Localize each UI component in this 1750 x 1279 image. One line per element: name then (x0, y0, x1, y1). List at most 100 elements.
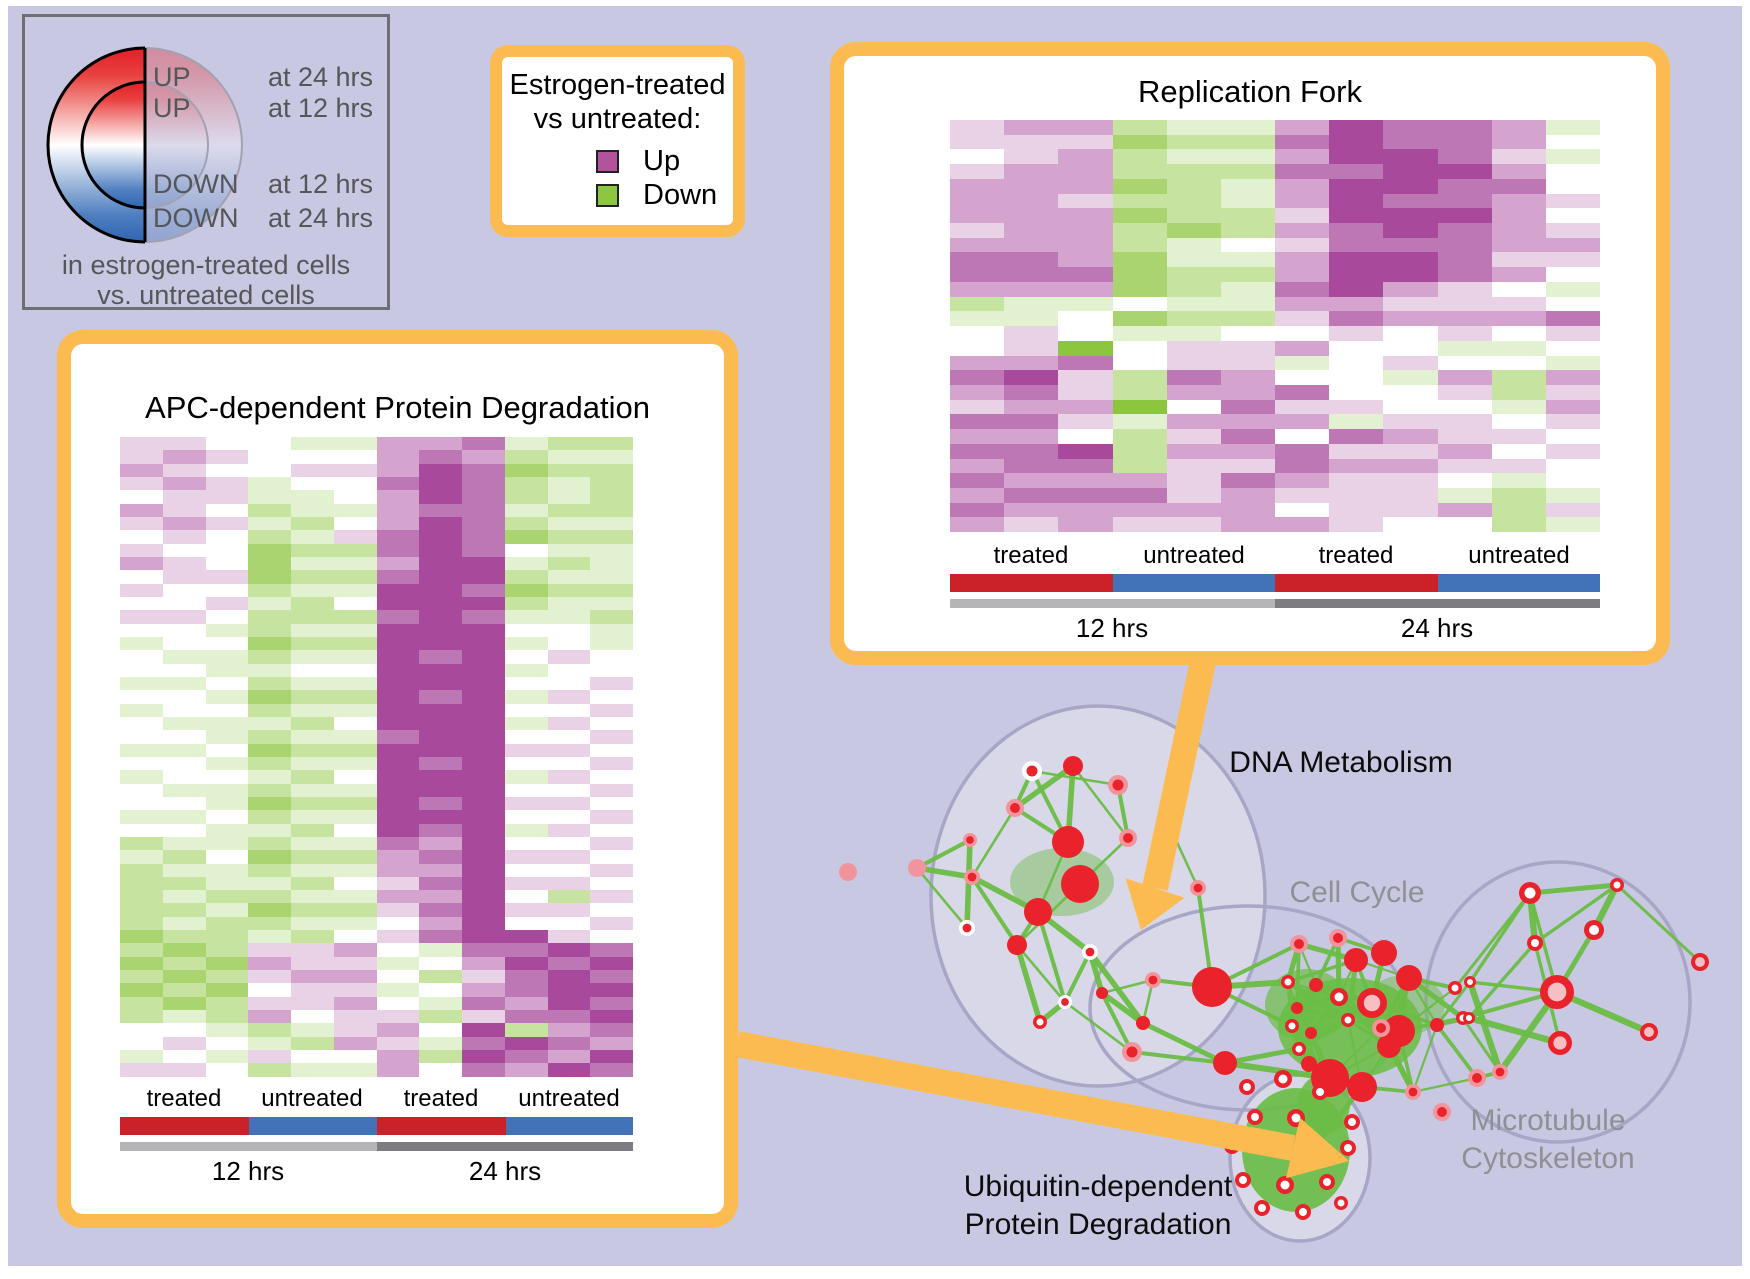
heatmap-cell (1220, 223, 1276, 238)
heatmap-cell (590, 463, 633, 477)
gene-node (1148, 975, 1158, 985)
gene-node (1024, 898, 1052, 926)
gene-node-center (1284, 978, 1292, 986)
heatmap-cell (1166, 281, 1221, 297)
rf-group-label-4: untreated (1468, 542, 1570, 569)
heatmap-row (950, 311, 1601, 327)
heatmap-cell (248, 943, 291, 957)
heatmap-cell (291, 503, 334, 517)
heatmap-cell (1058, 340, 1113, 356)
heatmap-cell (333, 823, 377, 837)
heatmap-cell (504, 596, 548, 611)
heatmap-cell (248, 1023, 291, 1037)
heatmap-cell (1545, 487, 1601, 503)
heatmap-cell (504, 1023, 548, 1037)
heatmap-cell (950, 414, 1005, 430)
heatmap-row (120, 730, 633, 744)
heatmap-cell (1275, 517, 1330, 533)
heatmap-cell (205, 770, 249, 784)
heatmap-cell (291, 810, 334, 824)
heatmap-cell (205, 1010, 249, 1024)
heatmap-cell (162, 970, 206, 984)
heatmap-cell (120, 730, 163, 744)
heatmap-cell (291, 610, 334, 624)
heatmap-row (120, 1010, 633, 1024)
heatmap-row (950, 296, 1601, 312)
heatmap-cell (248, 516, 291, 531)
heatmap-cell (462, 716, 505, 731)
apc-treated-bar-24h (377, 1117, 506, 1135)
heatmap-cell (1545, 399, 1601, 415)
heatmap-cell (291, 516, 334, 531)
heatmap-cell (162, 490, 206, 504)
heatmap-cell (376, 1010, 420, 1024)
heatmap-cell (1275, 252, 1330, 268)
heatmap-cell (590, 983, 633, 997)
heatmap-cell (1058, 502, 1113, 518)
heatmap-cell (462, 676, 505, 691)
ubiquitin-label-line2: Protein Degradation (964, 1208, 1232, 1241)
heatmap-row (120, 783, 633, 797)
heatmap-cell (590, 1010, 633, 1024)
heatmap-row (950, 267, 1601, 282)
heatmap-cell (333, 690, 377, 704)
heatmap-cell (462, 1050, 505, 1064)
heatmap-cell (1112, 193, 1167, 209)
heatmap-cell (162, 836, 206, 851)
heatmap-cell (1437, 134, 1492, 150)
heatmap-cell (1058, 311, 1113, 327)
heatmap-cell (590, 610, 633, 624)
heatmap-cell (1275, 340, 1330, 356)
heatmap-cell (590, 850, 633, 864)
heatmap-cell (950, 517, 1005, 533)
replication-fork-title: Replication Fork (1138, 74, 1362, 109)
heatmap-cell (1437, 223, 1492, 238)
heatmap-cell (1545, 296, 1601, 312)
heatmap-cell (590, 730, 633, 744)
heatmap-cell (162, 903, 206, 917)
heatmap-cell (120, 570, 163, 584)
heatmap-cell (376, 810, 420, 824)
heatmap-cell (1166, 311, 1221, 327)
heatmap-cell (248, 716, 291, 731)
heatmap-cell (333, 1036, 377, 1051)
heatmap-cell (419, 943, 462, 957)
heatmap-cell (1383, 223, 1438, 238)
heatmap-cell (205, 676, 249, 691)
heatmap-cell (419, 983, 462, 997)
replication-fork-panel: Replication Fork treated untreated treat… (830, 42, 1670, 665)
heatmap-row (950, 429, 1601, 444)
heatmap-cell (1437, 443, 1492, 459)
heatmap-cell (504, 916, 548, 931)
gene-node-center (1524, 887, 1536, 899)
heatmap-cell (1329, 355, 1384, 371)
heatmap-cell (1329, 443, 1384, 459)
heatmap-cell (1058, 164, 1113, 179)
heatmap-cell (547, 570, 591, 584)
network-edge (1071, 765, 1130, 839)
heatmap-cell (205, 437, 249, 451)
gene-node (1026, 765, 1038, 777)
heatmap-cell (248, 450, 291, 464)
gene-node (1301, 1056, 1317, 1072)
heatmap-cell (547, 970, 591, 984)
heatmap-cell (333, 810, 377, 824)
heatmap-cell (1275, 370, 1330, 385)
heatmap-cell (1329, 458, 1384, 474)
heatmap-cell (462, 450, 505, 464)
heatmap-cell (333, 476, 377, 491)
heatmap-cell (120, 850, 163, 864)
heatmap-cell (333, 1010, 377, 1024)
heatmap-cell (120, 863, 163, 877)
heatmap-cell (1112, 164, 1167, 179)
heatmap-cell (1383, 326, 1438, 341)
heatmap-cell (162, 556, 206, 571)
heatmap-cell (1329, 208, 1384, 224)
gene-node-center (1036, 1018, 1044, 1026)
heatmap-cell (162, 1063, 206, 1077)
heatmap-cell (590, 450, 633, 464)
heatmap-cell (547, 476, 591, 491)
heatmap-cell (333, 730, 377, 744)
heatmap-cell (333, 530, 377, 544)
heatmap-cell (205, 623, 249, 637)
